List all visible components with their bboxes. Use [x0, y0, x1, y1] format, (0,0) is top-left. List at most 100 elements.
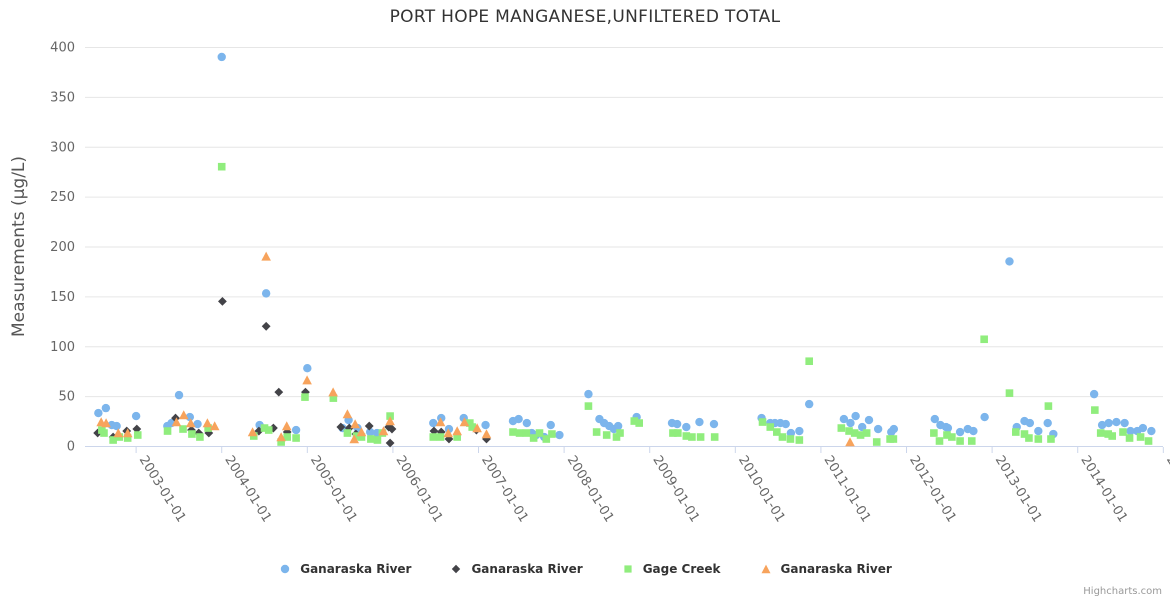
data-point[interactable] — [839, 414, 849, 424]
data-point[interactable] — [364, 421, 374, 431]
data-point[interactable] — [514, 414, 523, 424]
data-point[interactable] — [436, 433, 445, 441]
data-point[interactable] — [592, 428, 601, 436]
data-point[interactable] — [1047, 435, 1055, 443]
data-point[interactable] — [94, 408, 103, 418]
data-point[interactable] — [466, 419, 474, 427]
data-point[interactable] — [435, 417, 446, 427]
data-point[interactable] — [786, 435, 795, 443]
data-point[interactable] — [291, 425, 301, 435]
data-point[interactable] — [980, 412, 989, 422]
data-point[interactable] — [260, 424, 269, 432]
data-point[interactable] — [100, 429, 108, 437]
data-point[interactable] — [795, 426, 804, 436]
data-point[interactable] — [378, 426, 389, 436]
data-point[interactable] — [185, 418, 196, 428]
data-point[interactable] — [1120, 418, 1129, 428]
data-point[interactable] — [274, 387, 284, 397]
data-point[interactable] — [522, 429, 531, 437]
data-point[interactable] — [948, 433, 956, 441]
data-point[interactable] — [1043, 418, 1052, 428]
data-point[interactable] — [276, 432, 286, 442]
data-point[interactable] — [930, 429, 938, 437]
data-point[interactable] — [613, 421, 623, 431]
data-point[interactable] — [602, 431, 611, 439]
data-point[interactable] — [101, 403, 111, 413]
data-point[interactable] — [845, 427, 853, 435]
data-point[interactable] — [1020, 430, 1029, 438]
data-point[interactable] — [873, 424, 883, 434]
data-point[interactable] — [522, 418, 532, 428]
data-point[interactable] — [283, 433, 292, 441]
data-point[interactable] — [113, 428, 124, 438]
data-point[interactable] — [857, 422, 867, 432]
legend-item-gage-creek-3[interactable]: Gage Creek — [621, 562, 721, 576]
data-point[interactable] — [1136, 433, 1145, 441]
data-point[interactable] — [264, 426, 273, 434]
data-point[interactable] — [386, 412, 394, 420]
highcharts-credits-link[interactable]: Highcharts.com — [1083, 586, 1162, 597]
data-point[interactable] — [515, 429, 524, 437]
data-point[interactable] — [481, 429, 492, 439]
data-point[interactable] — [584, 389, 593, 399]
data-point[interactable] — [795, 436, 804, 444]
data-point[interactable] — [1025, 434, 1033, 442]
data-point[interactable] — [109, 436, 117, 444]
data-point[interactable] — [217, 162, 226, 171]
data-point[interactable] — [682, 432, 691, 440]
data-point[interactable] — [349, 434, 360, 444]
data-point[interactable] — [1147, 426, 1156, 436]
data-point[interactable] — [328, 387, 338, 397]
data-point[interactable] — [123, 434, 132, 442]
data-point[interactable] — [542, 435, 551, 443]
data-point[interactable] — [163, 427, 172, 435]
data-point[interactable] — [766, 423, 775, 431]
data-point[interactable] — [261, 321, 271, 331]
data-point[interactable] — [1025, 418, 1035, 428]
data-point[interactable] — [635, 419, 643, 427]
data-point[interactable] — [101, 418, 111, 428]
data-point[interactable] — [336, 422, 346, 432]
data-point[interactable] — [856, 431, 865, 439]
data-point[interactable] — [1108, 432, 1116, 440]
data-point[interactable] — [178, 410, 189, 420]
data-point[interactable] — [846, 418, 855, 428]
data-point[interactable] — [778, 433, 787, 441]
data-point[interactable] — [209, 421, 220, 431]
data-point[interactable] — [112, 421, 121, 431]
data-point[interactable] — [217, 52, 226, 62]
data-point[interactable] — [710, 433, 719, 441]
data-point[interactable] — [472, 423, 482, 433]
data-point[interactable] — [889, 435, 898, 443]
data-point[interactable] — [1097, 420, 1107, 430]
data-point[interactable] — [122, 428, 133, 438]
data-point[interactable] — [1119, 428, 1127, 436]
data-point[interactable] — [943, 423, 953, 433]
data-point[interactable] — [674, 429, 682, 437]
data-point[interactable] — [429, 418, 438, 428]
data-point[interactable] — [672, 419, 682, 429]
data-point[interactable] — [837, 424, 846, 432]
data-point[interactable] — [1005, 389, 1014, 397]
data-point[interactable] — [943, 431, 951, 439]
data-point[interactable] — [1125, 434, 1134, 442]
data-point[interactable] — [343, 429, 352, 437]
data-point[interactable] — [955, 427, 965, 437]
data-point[interactable] — [851, 411, 860, 421]
data-point[interactable] — [546, 420, 555, 430]
legend-item-ganaraska-river-2[interactable]: Ganaraska River — [449, 562, 583, 576]
data-point[interactable] — [204, 424, 212, 432]
data-point[interactable] — [261, 289, 271, 298]
data-point[interactable] — [443, 428, 454, 438]
data-point[interactable] — [352, 432, 361, 440]
data-point[interactable] — [1012, 428, 1020, 436]
data-point[interactable] — [247, 427, 258, 437]
data-point[interactable] — [862, 429, 871, 437]
data-point[interactable] — [1089, 389, 1099, 399]
data-point[interactable] — [329, 394, 338, 402]
data-point[interactable] — [695, 417, 704, 427]
data-point[interactable] — [1104, 418, 1113, 428]
data-point[interactable] — [302, 375, 312, 385]
data-point[interactable] — [429, 433, 438, 441]
data-point[interactable] — [281, 421, 292, 431]
